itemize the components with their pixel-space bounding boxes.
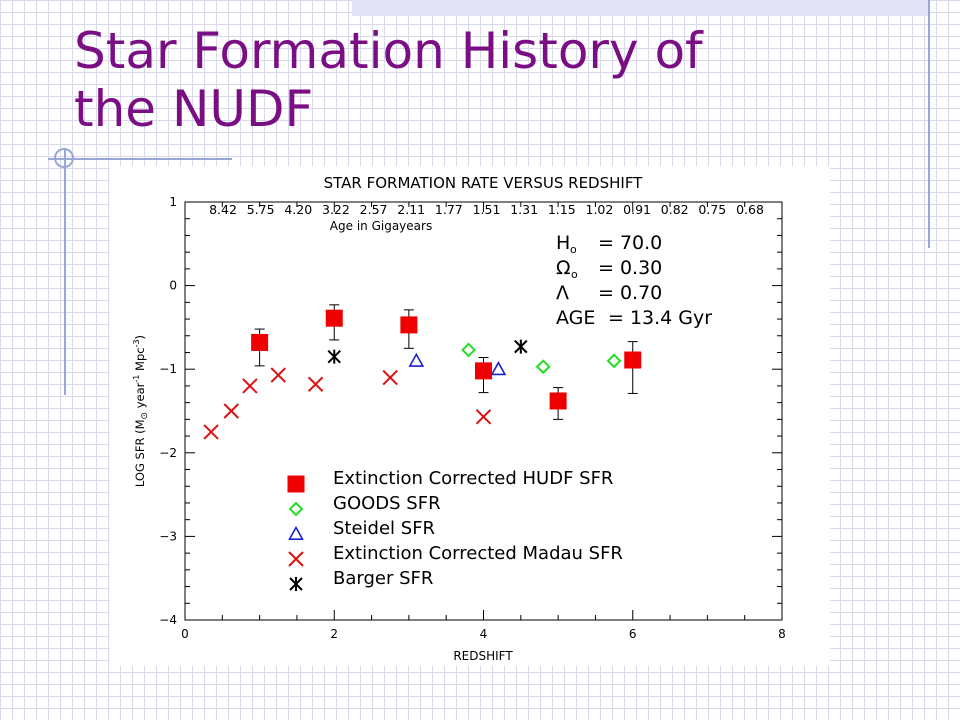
param-subscript: o — [570, 243, 577, 256]
data-point — [514, 339, 528, 354]
legend-marker — [288, 501, 304, 517]
age-tick-label: 1.51 — [473, 202, 501, 217]
series-x — [203, 367, 492, 440]
age-tick-labels: 8.42 5.75 4.20 3.22 2.57 2.11 1.77 1.51 1.31 1.15… — [209, 202, 764, 217]
age-axis-label: Age in Gigayears — [330, 219, 432, 233]
age-tick-label: 1.15 — [548, 202, 576, 217]
param-value: = 13.4 Gyr — [608, 307, 712, 329]
y-axis-label: LOG SFR (M⊙ year-1 Mpc-3) — [132, 335, 150, 487]
data-points — [203, 304, 642, 440]
age-tick-label: 3.22 — [322, 202, 350, 217]
data-point — [382, 369, 398, 386]
age-tick-label: 5.75 — [247, 202, 275, 217]
series-asterisk — [327, 339, 528, 364]
age-tick-label: 8.42 — [209, 202, 237, 217]
data-point — [408, 352, 425, 367]
data-point — [223, 403, 239, 419]
age-tick-label: 1.77 — [435, 202, 463, 217]
x-stroke — [382, 369, 398, 386]
legend-label: GOODS SFR — [333, 493, 441, 514]
param-name: Ω — [556, 257, 571, 279]
age-tick-label: 1.02 — [586, 202, 614, 217]
age-tick-label: 0.68 — [736, 202, 764, 217]
chart-svg: STAR FORMATION RATE VERSUS REDSHIFT 0 2 4 6… — [132, 174, 786, 663]
y-tick-label: −3 — [159, 529, 177, 543]
data-point — [490, 361, 507, 376]
age-tick-label: 2.57 — [360, 202, 388, 217]
data-point — [325, 309, 343, 327]
decorative-top-bar — [352, 0, 930, 16]
y-tick-label: 0 — [169, 279, 177, 293]
age-tick-label: 0.91 — [623, 202, 651, 217]
age-tick-label: 0.82 — [661, 202, 689, 217]
y-tick-label: −1 — [159, 362, 177, 376]
x-stroke — [270, 367, 286, 383]
param-name: Λ — [556, 282, 569, 304]
param-value: = 70.0 — [598, 232, 662, 254]
x-stroke — [475, 409, 492, 425]
param-name: H — [556, 232, 570, 254]
legend-marker — [287, 475, 305, 493]
x-tick-label: 2 — [330, 627, 338, 641]
x-tick-label: 4 — [480, 627, 488, 641]
series-filled-square — [251, 304, 642, 420]
data-point — [535, 359, 551, 375]
decorative-right-line — [928, 0, 930, 248]
x-tick-label: 6 — [629, 627, 637, 641]
legend-marker — [288, 525, 304, 541]
age-tick-label: 1.31 — [510, 202, 538, 217]
legend: Extinction Corrected HUDF SFR GOODS SFR St… — [287, 468, 623, 591]
slide-title: Star Formation History of the NUDF — [74, 22, 703, 138]
x-stroke — [288, 551, 304, 567]
series-triangle — [408, 352, 507, 376]
y-tick-label: 1 — [169, 195, 177, 209]
legend-label: Steidel SFR — [333, 518, 435, 539]
param-value: = 0.70 — [598, 282, 662, 304]
data-point — [549, 392, 567, 410]
legend-label: Extinction Corrected Madau SFR — [333, 543, 623, 564]
data-point — [400, 316, 418, 334]
age-tick-label: 0.75 — [698, 202, 726, 217]
data-point — [624, 351, 642, 369]
sfr-chart: STAR FORMATION RATE VERSUS REDSHIFT 0 2 4 6… — [110, 166, 830, 666]
legend-marker — [288, 551, 304, 567]
decorative-circle — [54, 148, 74, 168]
x-stroke — [307, 376, 324, 392]
x-tick-label: 0 — [181, 627, 189, 641]
data-point — [203, 424, 219, 440]
series-diamond — [461, 342, 622, 375]
data-point — [475, 409, 492, 425]
param-name: AGE — [556, 307, 595, 329]
y-tick-label: −2 — [159, 446, 177, 460]
data-point — [606, 353, 622, 369]
data-point — [461, 342, 476, 358]
legend-marker — [289, 577, 303, 591]
y-tick-labels: 1 0 −1 −2 −3 −4 — [159, 195, 177, 627]
x-tick-label: 8 — [778, 627, 786, 641]
age-tick-label: 4.20 — [284, 202, 312, 217]
data-point — [270, 367, 286, 383]
axis-ticks — [184, 201, 783, 621]
decorative-left-line — [64, 150, 66, 395]
data-point — [327, 349, 341, 364]
data-point — [475, 362, 492, 380]
data-point — [307, 376, 324, 392]
y-tick-label: −4 — [159, 613, 177, 627]
x-stroke — [223, 403, 239, 419]
x-axis-label: REDSHIFT — [453, 649, 513, 663]
x-stroke — [203, 424, 219, 440]
x-stroke — [242, 378, 258, 394]
param-value: = 0.30 — [598, 257, 662, 279]
data-point — [251, 333, 269, 351]
param-subscript: o — [571, 268, 578, 281]
legend-label: Extinction Corrected HUDF SFR — [333, 468, 613, 489]
x-tick-labels: 0 2 4 6 8 — [181, 627, 786, 641]
legend-label: Barger SFR — [333, 568, 433, 589]
age-tick-label: 2.11 — [397, 202, 425, 217]
decorative-horizontal-line — [48, 158, 232, 160]
data-point — [242, 378, 258, 394]
chart-title: STAR FORMATION RATE VERSUS REDSHIFT — [324, 174, 644, 192]
